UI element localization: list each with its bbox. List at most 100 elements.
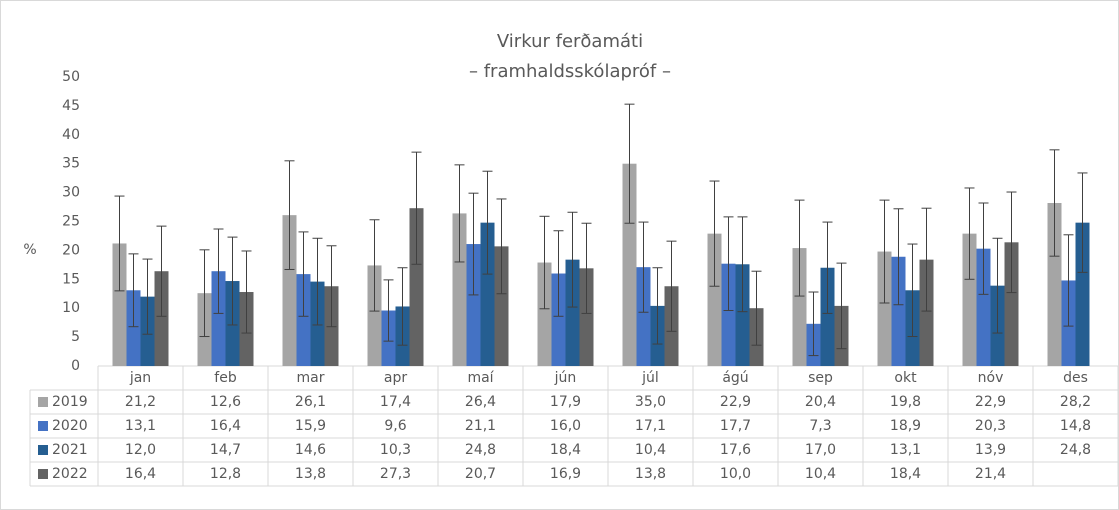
bar — [1075, 222, 1090, 366]
legend-swatch — [38, 445, 48, 455]
table-cell: 20,4 — [805, 394, 836, 410]
error-bar — [652, 267, 663, 345]
y-tick-label: 20 — [62, 242, 80, 258]
bar — [494, 246, 509, 366]
error-bar — [284, 160, 295, 270]
table-cell: 21,1 — [465, 418, 496, 434]
bar — [565, 259, 580, 366]
error-bar — [1006, 191, 1017, 294]
error-bar — [199, 249, 210, 338]
table-cell: 14,7 — [210, 442, 241, 458]
table-cell: 14,6 — [295, 442, 326, 458]
table-cell: 19,8 — [890, 394, 921, 410]
legend-label: 2020 — [52, 418, 88, 434]
bar — [622, 163, 637, 366]
bar — [636, 267, 651, 366]
legend-label: 2019 — [52, 394, 88, 410]
x-tick-label: des — [1063, 370, 1088, 386]
error-bar — [114, 195, 125, 292]
y-tick-label: 40 — [62, 127, 80, 143]
y-tick-label: 15 — [62, 271, 80, 287]
legend-label: 2021 — [52, 442, 88, 458]
y-tick-label: 50 — [62, 69, 80, 85]
bar — [480, 222, 495, 366]
error-bar — [312, 237, 323, 326]
error-bar — [496, 198, 507, 295]
bar — [1004, 242, 1019, 366]
table-cell: 24,8 — [1060, 442, 1091, 458]
bar — [367, 265, 382, 366]
x-tick-label: feb — [214, 370, 237, 386]
bar — [976, 248, 991, 366]
legend-swatch — [38, 397, 48, 407]
table-cell: 17,1 — [635, 418, 666, 434]
table-cell: 26,4 — [465, 394, 496, 410]
table-cell: 7,3 — [809, 418, 831, 434]
error-bar — [1077, 172, 1088, 273]
error-bar — [156, 225, 167, 317]
bar — [282, 215, 297, 366]
y-tick-label: 30 — [62, 185, 80, 201]
bar — [126, 290, 141, 366]
table-cell: 13,9 — [975, 442, 1006, 458]
table-cell: 13,1 — [125, 418, 156, 434]
table-cell: 18,9 — [890, 418, 921, 434]
bar — [891, 256, 906, 366]
table-cell: 16,9 — [550, 466, 581, 482]
bar — [211, 271, 226, 366]
x-tick-label: okt — [894, 370, 917, 386]
y-axis-label: % — [23, 242, 36, 258]
table-cell: 22,9 — [975, 394, 1006, 410]
table-cell: 13,8 — [295, 466, 326, 482]
table-cell: 27,3 — [380, 466, 411, 482]
error-bar — [921, 207, 932, 312]
x-tick-label: jan — [129, 370, 151, 386]
bar — [452, 213, 467, 366]
bar — [154, 271, 169, 366]
error-bar — [836, 262, 847, 350]
table-cell: 12,6 — [210, 394, 241, 410]
error-bar — [893, 208, 904, 306]
error-bar — [411, 151, 422, 265]
bar — [962, 233, 977, 366]
error-bar — [326, 245, 337, 328]
chart-subtitle: – framhaldsskólapróf – — [469, 61, 671, 82]
error-bar — [397, 267, 408, 346]
table-cell: 20,7 — [465, 466, 496, 482]
bar — [820, 267, 835, 366]
x-tick-label: ágú — [722, 370, 748, 386]
error-bar — [666, 240, 677, 332]
error-bar — [298, 231, 309, 317]
x-tick-label: sep — [808, 370, 833, 386]
error-bar — [539, 215, 550, 310]
bar — [409, 208, 424, 366]
table-cell: 21,2 — [125, 394, 156, 410]
table-cell: 12,0 — [125, 442, 156, 458]
bar — [112, 243, 127, 366]
y-tick-label: 45 — [62, 98, 80, 114]
table-cell: 10,0 — [720, 466, 751, 482]
y-tick-label: 10 — [62, 300, 80, 316]
error-bar — [482, 170, 493, 275]
error-bar — [992, 237, 1003, 334]
error-bar — [128, 253, 139, 328]
error-bar — [709, 180, 720, 287]
table-cell: 24,8 — [465, 442, 496, 458]
legend-label: 2022 — [52, 466, 88, 482]
error-bar — [468, 192, 479, 296]
table-cell: 10,4 — [635, 442, 666, 458]
error-bar — [142, 258, 153, 335]
bar — [721, 263, 736, 366]
legend-swatch — [38, 469, 48, 479]
error-bar — [581, 222, 592, 314]
y-tick-label: 35 — [62, 156, 80, 172]
table-cell: 10,4 — [805, 466, 836, 482]
y-tick-label: 0 — [71, 358, 80, 374]
table-cell: 12,8 — [210, 466, 241, 482]
table-cell: 14,8 — [1060, 418, 1091, 434]
table-cell: 16,4 — [125, 466, 156, 482]
table-cell: 18,4 — [550, 442, 581, 458]
x-tick-label: maí — [467, 370, 494, 386]
table-cell: 17,7 — [720, 418, 751, 434]
legend-swatch — [38, 421, 48, 431]
